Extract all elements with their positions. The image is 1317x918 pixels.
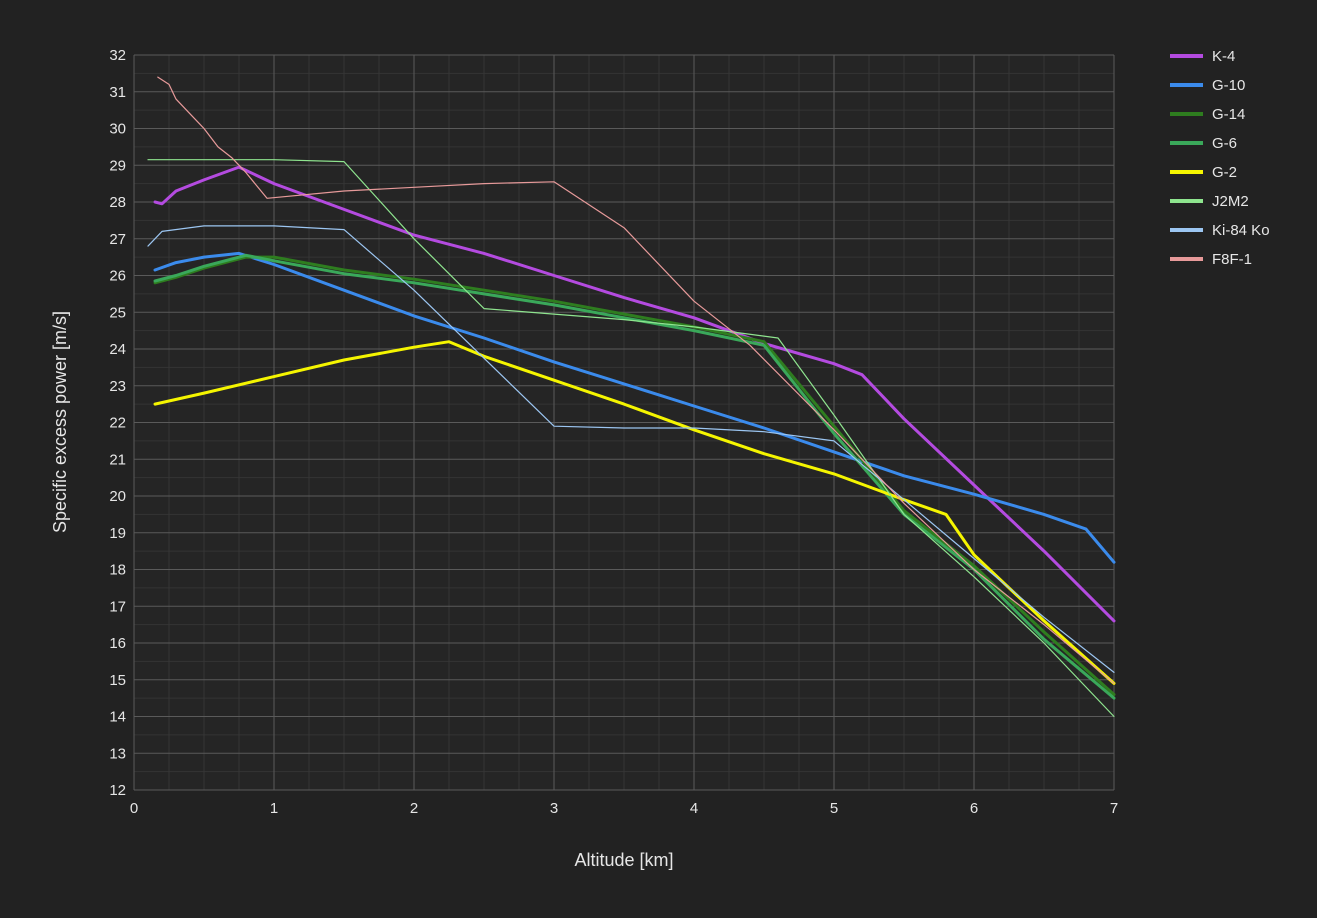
y-tick-label: 28 (109, 194, 126, 211)
series-line-g-2 (153, 340, 1116, 685)
y-axis-tick-labels: 12 13 14 15 16 17 18 19 20 21 22 23 24 25 26 27 28 29 30 31… (109, 47, 126, 799)
legend-label-ki-84-ko: Ki-84 Ko (1212, 222, 1270, 239)
legend-label-f8f-1: F8F-1 (1212, 251, 1252, 268)
y-tick-label: 30 (109, 121, 126, 138)
series-line-ki-84-ko (147, 225, 1115, 674)
series-line-f8f-1 (157, 76, 1115, 685)
major-gridlines (133, 54, 1115, 791)
legend-label-g-10: G-10 (1212, 77, 1245, 94)
y-tick-label: 13 (109, 745, 126, 762)
y-axis-title: Specific excess power [m/s] (50, 311, 70, 533)
y-tick-label: 19 (109, 525, 126, 542)
y-tick-label: 22 (109, 415, 126, 432)
legend-label-g-2: G-2 (1212, 164, 1237, 181)
legend-label-k-4: K-4 (1212, 48, 1235, 65)
x-axis-tick-labels: 0 1 2 3 4 5 6 7 (130, 800, 1118, 817)
y-tick-label: 20 (109, 488, 126, 505)
y-tick-label: 12 (109, 782, 126, 799)
y-tick-label: 27 (109, 231, 126, 248)
y-tick-label: 31 (109, 84, 126, 101)
x-axis-title: Altitude [km] (574, 850, 673, 870)
series-line-j2m2 (147, 159, 1115, 718)
series-line-g-6 (153, 253, 1116, 700)
y-tick-label: 16 (109, 635, 126, 652)
y-tick-label: 26 (109, 268, 126, 285)
y-tick-label: 14 (109, 709, 126, 726)
series-line-g-14 (153, 255, 1116, 696)
legend: K-4 G-10 G-14 G-6 G-2 J2M2 Ki-84 Ko F8F-1 (1170, 48, 1270, 268)
legend-label-g-6: G-6 (1212, 135, 1237, 152)
y-tick-label: 24 (109, 341, 126, 358)
y-tick-label: 25 (109, 304, 126, 321)
y-tick-label: 29 (109, 157, 126, 174)
x-tick-label: 7 (1110, 800, 1118, 817)
legend-label-j2m2: J2M2 (1212, 193, 1249, 210)
y-tick-label: 32 (109, 47, 126, 64)
y-tick-label: 17 (109, 598, 126, 615)
x-tick-label: 1 (270, 800, 278, 817)
x-tick-label: 4 (690, 800, 698, 817)
x-tick-label: 2 (410, 800, 418, 817)
y-tick-label: 18 (109, 562, 126, 579)
x-tick-label: 0 (130, 800, 138, 817)
series-line-g-10 (153, 251, 1116, 564)
x-tick-label: 6 (970, 800, 978, 817)
x-tick-label: 5 (830, 800, 838, 817)
y-tick-label: 23 (109, 378, 126, 395)
legend-label-g-14: G-14 (1212, 106, 1245, 123)
x-tick-label: 3 (550, 800, 558, 817)
y-tick-label: 21 (109, 451, 126, 468)
data-series (147, 76, 1116, 718)
series-line-k-4 (153, 165, 1116, 623)
y-tick-label: 15 (109, 672, 126, 689)
